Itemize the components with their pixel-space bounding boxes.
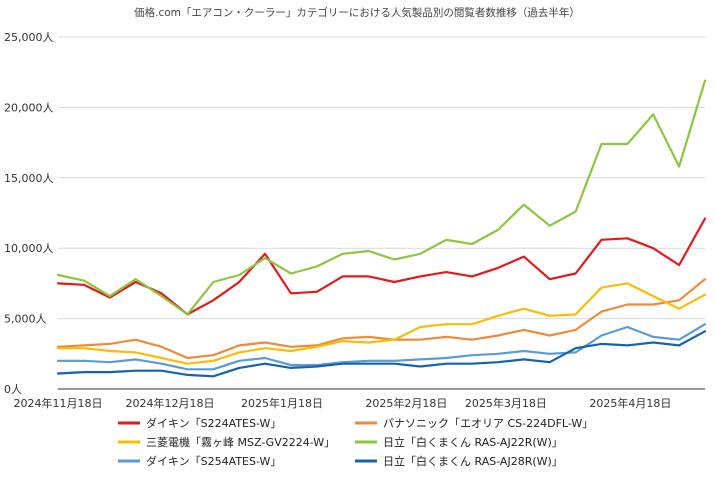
x-tick-label: 2025年1月18日 [241, 396, 323, 410]
legend: ダイキン「S224ATES-W」 パナソニック「エオリア CS-224DFL-W」… [118, 416, 593, 468]
legend-label: パナソニック「エオリア CS-224DFL-W」 [383, 417, 593, 430]
legend-label: 日立「白くまくん RAS-AJ22R(W)」 [383, 435, 563, 449]
legend-label: 三菱電機「霧ヶ峰 MSZ-GV2224-W」 [146, 435, 335, 449]
series-line [56, 79, 707, 316]
chart-title: 価格.com「エアコン・クーラー」カテゴリーにおける人気製品別の閲覧者数推移（過… [134, 6, 580, 19]
series-line [56, 217, 707, 316]
y-tick-label: 10,000人 [4, 242, 54, 255]
series-line [56, 330, 707, 378]
x-tick-label: 2024年11月18日 [14, 396, 103, 410]
x-tick-label: 2025年3月18日 [465, 396, 547, 410]
legend-label: ダイキン「S224ATES-W」 [146, 416, 281, 430]
y-tick-label: 15,000人 [4, 172, 54, 185]
y-tick-label: 20,000人 [4, 101, 54, 114]
legend-label: ダイキン「S254ATES-W」 [146, 454, 281, 468]
y-tick-label: 0人 [4, 383, 22, 396]
series-lines [56, 79, 707, 378]
x-tick-label: 2025年4月18日 [589, 396, 671, 410]
series-line [56, 323, 707, 371]
grid-lines [58, 36, 705, 320]
series-line [56, 278, 707, 360]
legend-label: 日立「白くまくん RAS-AJ28R(W)」 [383, 454, 563, 468]
axes: 0人 5,000人 10,000人 15,000人 20,000人 25,000人 2024… [4, 31, 705, 410]
x-tick-label: 2024年12月18日 [125, 396, 214, 410]
y-tick-label: 5,000人 [4, 313, 47, 326]
x-tick-label: 2025年2月18日 [365, 396, 447, 410]
y-tick-label: 25,000人 [4, 31, 54, 44]
series-line [56, 282, 707, 365]
